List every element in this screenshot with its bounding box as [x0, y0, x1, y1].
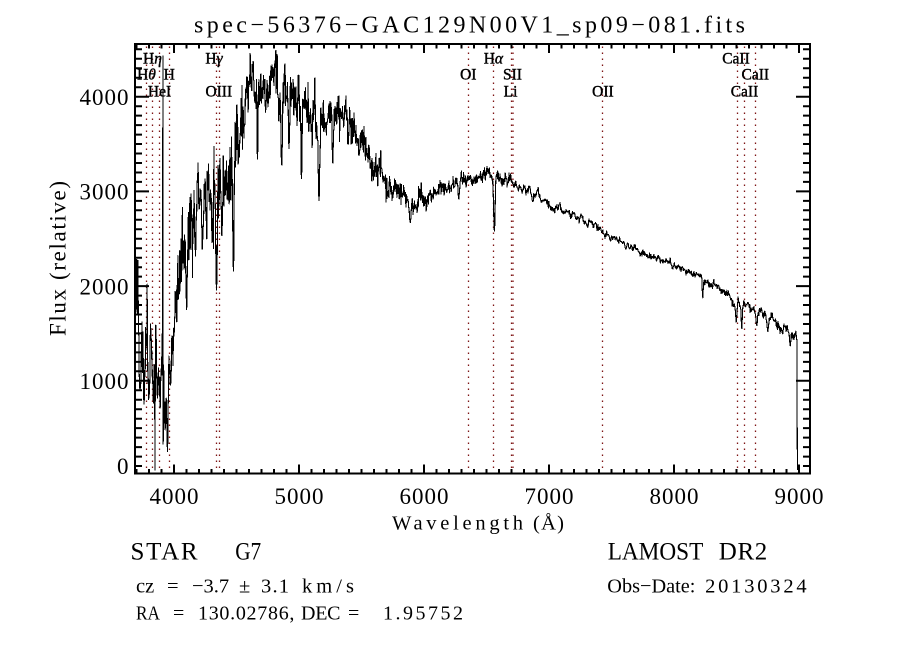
svg-text:RA=130.02786,DEC=1.95752: RA = 130.02786, DEC = 1.95752 — [136, 603, 463, 625]
svg-text:HeI: HeI — [148, 84, 171, 101]
svg-text:H: H — [164, 67, 175, 84]
svg-text:OII: OII — [592, 84, 614, 101]
svg-text:Hγ: Hγ — [205, 51, 223, 68]
svg-text:0: 0 — [117, 454, 129, 479]
svg-text:Hη: Hη — [143, 51, 162, 68]
svg-text:spec−56376−GAC129N00V1_sp09−08: spec−56376−GAC129N00V1_sp09−081.fits — [194, 13, 745, 39]
svg-text:Li: Li — [504, 84, 518, 101]
svg-text:CaII: CaII — [731, 84, 759, 101]
svg-text:SII: SII — [503, 67, 522, 84]
svg-text:8000: 8000 — [650, 484, 699, 509]
svg-text:Hθ: Hθ — [137, 67, 156, 84]
svg-text:STAR: STAR — [131, 539, 198, 566]
svg-text:Wavelength(Å): Wavelength (Å) — [392, 513, 564, 535]
svg-text:7000: 7000 — [525, 484, 574, 509]
svg-text:Obs−Date:20130324: Obs−Date: 20130324 — [607, 576, 806, 598]
svg-text:2000: 2000 — [80, 274, 129, 299]
svg-text:CaII: CaII — [742, 67, 770, 84]
svg-text:G7: G7 — [235, 539, 261, 566]
svg-text:Flux (relative): Flux (relative) — [46, 181, 71, 336]
svg-text:6000: 6000 — [400, 484, 449, 509]
svg-text:CaII: CaII — [722, 51, 750, 68]
svg-text:5000: 5000 — [275, 484, 324, 509]
svg-text:3000: 3000 — [80, 180, 129, 205]
svg-text:9000: 9000 — [775, 484, 824, 509]
svg-text:cz=−3.7±3.1km/s: cz = −3.7 ±3.1 km/s — [136, 576, 354, 598]
svg-text:1000: 1000 — [80, 369, 129, 394]
svg-text:4000: 4000 — [150, 484, 199, 509]
svg-text:OIII: OIII — [205, 84, 232, 101]
svg-text:Hα: Hα — [484, 51, 504, 68]
svg-text:4000: 4000 — [80, 85, 129, 110]
svg-text:OI: OI — [460, 67, 476, 84]
